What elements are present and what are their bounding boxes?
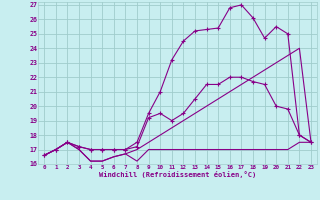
X-axis label: Windchill (Refroidissement éolien,°C): Windchill (Refroidissement éolien,°C) bbox=[99, 171, 256, 178]
